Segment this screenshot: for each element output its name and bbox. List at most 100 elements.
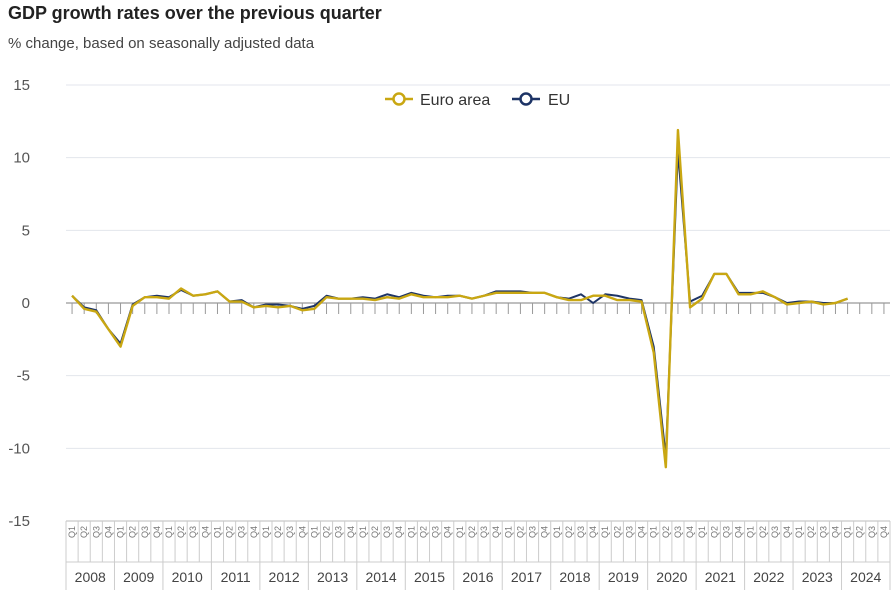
y-tick-label: -5 — [17, 368, 30, 385]
quarter-tick-label: Q1 — [552, 526, 562, 538]
quarter-tick-label: Q4 — [830, 526, 840, 538]
quarter-tick-label: Q2 — [661, 526, 671, 538]
quarter-tick-label: Q4 — [491, 526, 501, 538]
quarter-tick-label: Q1 — [455, 526, 465, 538]
quarter-tick-label: Q2 — [564, 526, 574, 538]
chart-subtitle: % change, based on seasonally adjusted d… — [8, 35, 315, 52]
year-label: 2019 — [608, 569, 639, 585]
quarter-tick-label: Q1 — [697, 526, 707, 538]
quarter-tick-label: Q2 — [128, 526, 138, 538]
quarter-tick-label: Q1 — [600, 526, 610, 538]
quarter-tick-label: Q3 — [818, 526, 828, 538]
year-label: 2017 — [511, 569, 542, 585]
quarter-tick-label: Q3 — [624, 526, 634, 538]
year-label: 2022 — [753, 569, 784, 585]
year-label: 2010 — [172, 569, 203, 585]
quarter-tick-label: Q4 — [637, 526, 647, 538]
quarter-tick-label: Q3 — [479, 526, 489, 538]
series-lines — [71, 128, 848, 469]
quarter-tick-label: Q4 — [879, 526, 889, 538]
quarter-tick-label: Q1 — [261, 526, 271, 538]
quarter-tick-label: Q3 — [91, 526, 101, 538]
quarter-tick-label: Q2 — [273, 526, 283, 538]
quarter-tick-label: Q4 — [346, 526, 356, 538]
year-label: 2024 — [850, 569, 881, 585]
quarter-tick-label: Q2 — [855, 526, 865, 538]
legend-label-euro-area: Euro area — [420, 92, 490, 109]
quarter-tick-label: Q4 — [103, 526, 113, 538]
quarter-tick-label: Q4 — [782, 526, 792, 538]
series-line-euro-area[interactable] — [71, 128, 848, 469]
year-label: 2016 — [462, 569, 493, 585]
quarter-tick-label: Q2 — [225, 526, 235, 538]
y-tick-label: 10 — [13, 150, 30, 167]
quarter-tick-label: Q4 — [297, 526, 307, 538]
quarter-tick-label: Q3 — [188, 526, 198, 538]
quarter-tick-label: Q1 — [794, 526, 804, 538]
y-tick-label: 15 — [13, 77, 30, 94]
quarter-tick-label: Q3 — [770, 526, 780, 538]
quarter-tick-label: Q4 — [685, 526, 695, 538]
quarter-tick-label: Q3 — [382, 526, 392, 538]
year-label: 2008 — [75, 569, 106, 585]
quarter-tick-label: Q1 — [67, 526, 77, 538]
y-tick-label: -15 — [8, 513, 30, 530]
quarter-tick-label: Q3 — [237, 526, 247, 538]
year-label: 2009 — [123, 569, 154, 585]
quarter-tick-label: Q2 — [467, 526, 477, 538]
quarter-tick-label: Q1 — [503, 526, 513, 538]
quarter-tick-label: Q3 — [140, 526, 150, 538]
y-tick-label: 5 — [22, 222, 30, 239]
quarter-tick-label: Q2 — [176, 526, 186, 538]
year-label: 2012 — [269, 569, 300, 585]
quarter-tick-label: Q3 — [334, 526, 344, 538]
quarter-tick-label: Q2 — [806, 526, 816, 538]
quarter-tick-label: Q1 — [358, 526, 368, 538]
legend-label-eu: EU — [548, 92, 570, 109]
x-axis: Q1 Q2 Q3 Q4 Q1 Q2 Q3 Q4 Q1 Q2 Q3 Q4 Q1 Q2 Q3 Q4 Q1 Q2 Q3 Q4… — [65, 303, 891, 590]
year-label: 2021 — [705, 569, 736, 585]
quarter-tick-label: Q3 — [576, 526, 586, 538]
quarter-tick-label: Q2 — [758, 526, 768, 538]
chart-title: GDP growth rates over the previous quart… — [8, 3, 382, 23]
quarter-tick-label: Q2 — [612, 526, 622, 538]
legend-item-eu[interactable]: EU — [512, 92, 570, 109]
quarter-tick-label: Q3 — [721, 526, 731, 538]
quarter-tick-label: Q1 — [212, 526, 222, 538]
y-tick-label: -10 — [8, 440, 30, 457]
quarter-tick-label: Q1 — [746, 526, 756, 538]
legend: Euro area EU — [385, 92, 570, 109]
year-label: 2011 — [221, 569, 251, 585]
quarter-tick-label: Q2 — [370, 526, 380, 538]
year-label: 2023 — [802, 569, 833, 585]
quarter-tick-label: Q2 — [322, 526, 332, 538]
y-tick-label: 0 — [22, 295, 30, 312]
y-axis: 15 10 5 0 -5 -10 -15 — [8, 77, 30, 530]
year-label: 2015 — [414, 569, 445, 585]
quarter-tick-label: Q4 — [152, 526, 162, 538]
year-label: 2020 — [656, 569, 687, 585]
year-label: 2018 — [559, 569, 590, 585]
gridlines — [66, 84, 890, 522]
quarter-tick-label: Q4 — [394, 526, 404, 538]
quarter-tick-label: Q1 — [649, 526, 659, 538]
quarter-tick-label: Q2 — [79, 526, 89, 538]
quarter-tick-label: Q2 — [418, 526, 428, 538]
quarter-tick-label: Q3 — [528, 526, 538, 538]
quarter-tick-label: Q4 — [200, 526, 210, 538]
quarter-tick-label: Q1 — [309, 526, 319, 538]
quarter-tick-label: Q3 — [867, 526, 877, 538]
legend-item-euro-area[interactable]: Euro area — [385, 92, 490, 109]
quarter-tick-label: Q1 — [164, 526, 174, 538]
quarter-tick-label: Q4 — [588, 526, 598, 538]
quarter-tick-label: Q2 — [709, 526, 719, 538]
year-label: 2014 — [365, 569, 396, 585]
quarter-tick-label: Q4 — [443, 526, 453, 538]
quarter-tick-label: Q1 — [843, 526, 853, 538]
quarter-tick-label: Q1 — [406, 526, 416, 538]
quarter-tick-label: Q4 — [540, 526, 550, 538]
quarter-tick-label: Q4 — [734, 526, 744, 538]
quarter-tick-label: Q3 — [431, 526, 441, 538]
year-label: 2013 — [317, 569, 348, 585]
